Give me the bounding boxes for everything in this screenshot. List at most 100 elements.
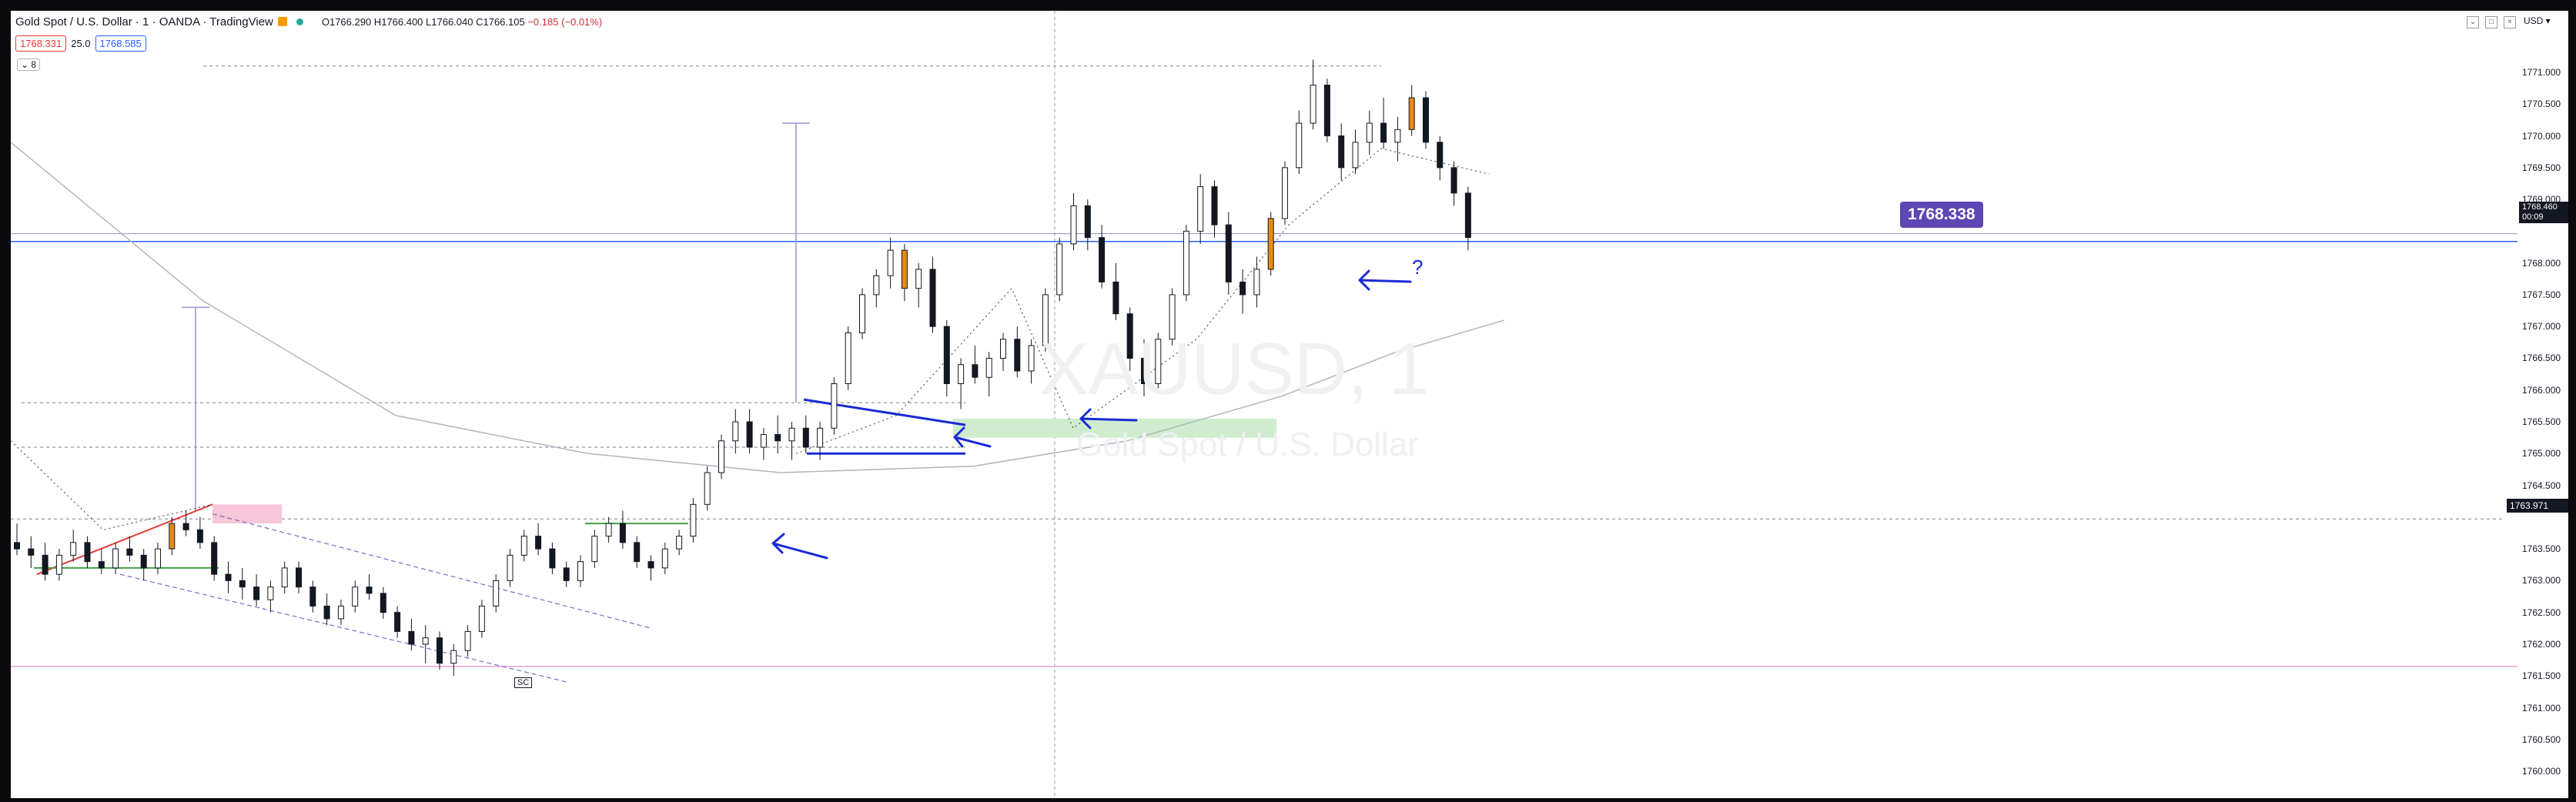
candle-body xyxy=(1352,142,1359,169)
chart-pane[interactable]: ? xyxy=(10,11,2568,798)
candle-body xyxy=(478,605,485,632)
maximize-icon[interactable]: □ xyxy=(2485,16,2497,28)
price-tick-label: 1767.500 xyxy=(2522,289,2561,300)
candle-body xyxy=(1112,281,1119,315)
price-note-label[interactable]: 1768.338 xyxy=(1900,202,1983,228)
candle-body xyxy=(493,580,500,607)
candle-body xyxy=(1000,339,1006,359)
candle-body xyxy=(704,472,711,505)
candle-body xyxy=(774,434,781,442)
candle-body xyxy=(1450,167,1457,194)
current-price: 1768.460 xyxy=(2522,202,2558,212)
candle-body xyxy=(1310,85,1316,124)
candle-body xyxy=(14,542,20,550)
candle-body xyxy=(281,567,288,588)
move-down-icon[interactable]: ⌄ xyxy=(2467,16,2479,28)
candle-body xyxy=(155,548,161,569)
candle-body xyxy=(28,548,35,556)
candle-body xyxy=(42,554,49,575)
candle-body xyxy=(690,503,697,537)
channel-upper xyxy=(212,513,652,629)
hand-arrow xyxy=(953,426,992,448)
candle-body xyxy=(845,332,851,384)
candle-body xyxy=(1042,294,1049,346)
axis-unit[interactable]: USD ▾ xyxy=(2524,15,2551,26)
candle-body xyxy=(309,586,316,607)
candle-body xyxy=(1282,167,1288,219)
ohlc-values: O1766.290 H1766.400 L1766.040 C1766.105 … xyxy=(322,16,602,28)
buy-button[interactable]: 1768.585 xyxy=(95,35,146,52)
candle-body xyxy=(366,586,373,594)
candle-body xyxy=(563,567,570,581)
price-tick-label: 1763.500 xyxy=(2522,543,2561,555)
change-text: −0.185 (−0.01%) xyxy=(527,16,603,28)
candle-body xyxy=(817,427,824,448)
candle-body xyxy=(647,561,654,569)
sell-button[interactable]: 1768.331 xyxy=(15,35,67,52)
symbol-title[interactable]: Gold Spot / U.S. Dollar · 1 · OANDA · Tr… xyxy=(15,15,273,28)
price-plot[interactable]: ? xyxy=(10,11,2568,798)
price-tick-label: 1760.000 xyxy=(2522,766,2561,777)
flag-icon xyxy=(277,17,287,26)
watermark-description: Gold Spot / U.S. Dollar xyxy=(1076,426,1420,463)
candle-body xyxy=(352,586,359,607)
candle-body xyxy=(84,542,91,563)
candle-body xyxy=(126,548,133,556)
quote-boxes: 1768.331 25.0 1768.585 xyxy=(15,35,151,52)
candle-body xyxy=(901,249,908,289)
candle-body xyxy=(985,357,992,378)
candle-body xyxy=(1070,205,1077,245)
candle-body xyxy=(1423,97,1429,143)
candle-body xyxy=(520,536,527,556)
close-icon[interactable]: × xyxy=(2504,16,2516,28)
candle-body xyxy=(408,630,415,645)
watermark-symbol: XAUUSD, 1 xyxy=(1039,328,1430,410)
candle-body xyxy=(1141,357,1147,384)
candle-body xyxy=(732,421,739,442)
indicators-toggle[interactable]: ⌄ 8 xyxy=(17,58,41,71)
candle-body xyxy=(746,421,753,448)
candle-body xyxy=(1155,339,1162,384)
candle-body xyxy=(1253,269,1260,296)
swing-path xyxy=(10,440,213,531)
candle-body xyxy=(450,650,457,664)
candle-body xyxy=(1056,243,1063,296)
price-tick-label: 1766.500 xyxy=(2522,353,2561,364)
candle-body xyxy=(1296,122,1303,169)
candle-body xyxy=(591,536,598,563)
candle-body xyxy=(831,383,838,429)
candle-body xyxy=(1464,192,1471,239)
price-tick-label: 1761.500 xyxy=(2522,670,2561,682)
candle-body xyxy=(549,548,556,569)
candle-body xyxy=(958,364,965,384)
price-tick-label: 1767.000 xyxy=(2522,321,2561,332)
hand-arrow xyxy=(771,533,828,560)
hand-arrow xyxy=(1079,408,1138,429)
candle-body xyxy=(422,637,429,645)
window-top-bar xyxy=(0,0,2576,11)
price-tick-label: 1766.000 xyxy=(2522,384,2561,396)
ohlc-text: O1766.290 H1766.400 L1766.040 C1766.105 xyxy=(321,16,525,28)
candle-body xyxy=(437,637,443,664)
candle-body xyxy=(1225,224,1232,282)
candle-body xyxy=(1126,313,1133,359)
price-tick-label: 1762.000 xyxy=(2522,638,2561,650)
candle-body xyxy=(1169,294,1176,340)
candle-body xyxy=(943,326,950,384)
price-tick-label: 1770.000 xyxy=(2522,130,2561,142)
price-tick-label: 1765.500 xyxy=(2522,416,2561,428)
question-mark-annotation: ? xyxy=(1412,256,1423,279)
spread-value: 25.0 xyxy=(71,38,91,49)
price-tick-label: 1769.500 xyxy=(2522,162,2561,173)
candle-body xyxy=(1239,281,1246,296)
candle-body xyxy=(802,427,809,448)
candle-body xyxy=(394,612,401,632)
crosshair-price-label: 1763.971 xyxy=(2507,499,2568,513)
price-axis[interactable]: USD ▾ 1771.000 1770.500 1770.000 1769.500 17… xyxy=(2517,11,2568,798)
moving-average-line xyxy=(10,142,1505,473)
candle-body xyxy=(1380,122,1387,143)
price-tick-label: 1761.000 xyxy=(2522,702,2561,713)
red-trendline xyxy=(36,503,213,576)
candle-body xyxy=(380,593,386,613)
